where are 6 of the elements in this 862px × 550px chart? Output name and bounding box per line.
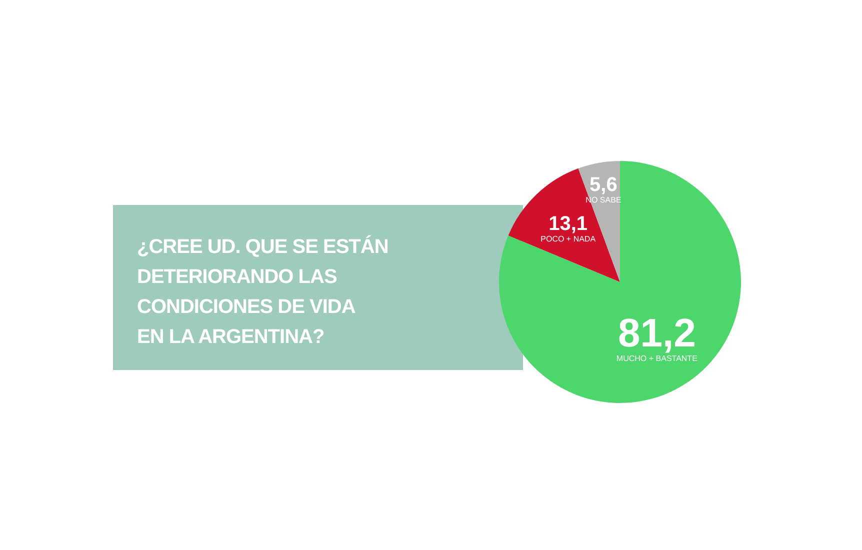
data-label: 81,2 [618, 311, 696, 356]
slice-label: MUCHO + BASTANTE [616, 354, 698, 363]
data-label: 13,1 [548, 212, 588, 235]
data-label: 5,6 [590, 174, 618, 196]
text: ¿CREE UD. QUE SE ESTÁN DETERIORANDO LAS CONDICIONES DE VIDA EN LA ARGENTINA? [137, 234, 388, 350]
slice-label: POCO + NADA [540, 234, 596, 244]
